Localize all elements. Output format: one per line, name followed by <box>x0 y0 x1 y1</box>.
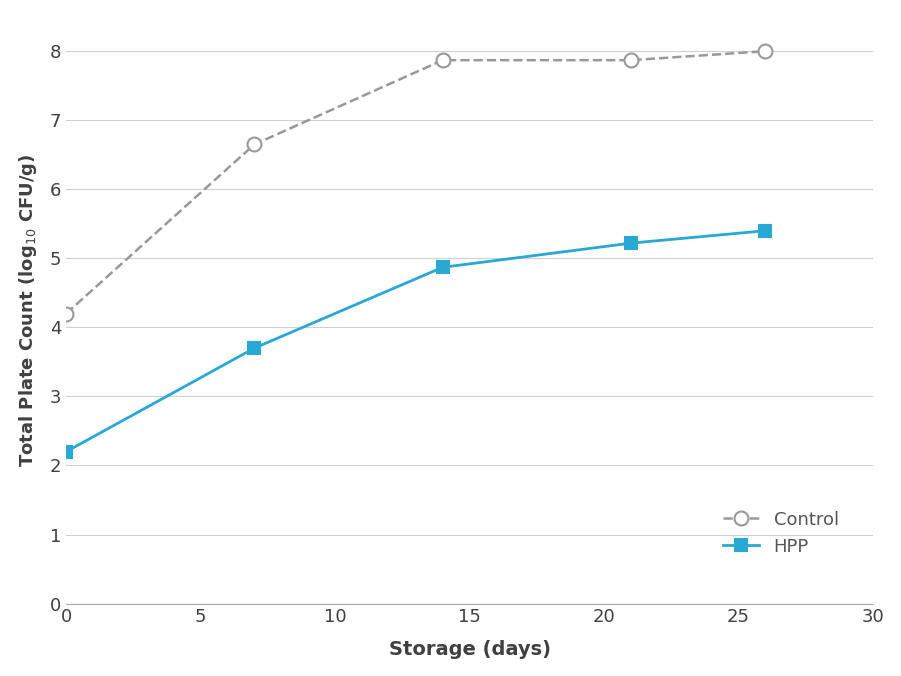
Line: Control: Control <box>59 44 772 320</box>
Control <box>249 141 259 149</box>
HPP <box>437 263 448 271</box>
Control <box>625 56 636 64</box>
Control <box>437 56 448 64</box>
HPP <box>249 344 259 352</box>
HPP <box>625 239 636 247</box>
Control <box>760 47 770 55</box>
Legend: Control, HPP: Control, HPP <box>714 502 848 565</box>
X-axis label: Storage (days): Storage (days) <box>388 640 551 659</box>
HPP <box>60 448 71 456</box>
Line: HPP: HPP <box>59 224 771 458</box>
HPP <box>760 226 770 235</box>
Control <box>60 310 71 318</box>
Y-axis label: Total Plate Count (log$_{10}$ CFU/g): Total Plate Count (log$_{10}$ CFU/g) <box>16 153 39 467</box>
